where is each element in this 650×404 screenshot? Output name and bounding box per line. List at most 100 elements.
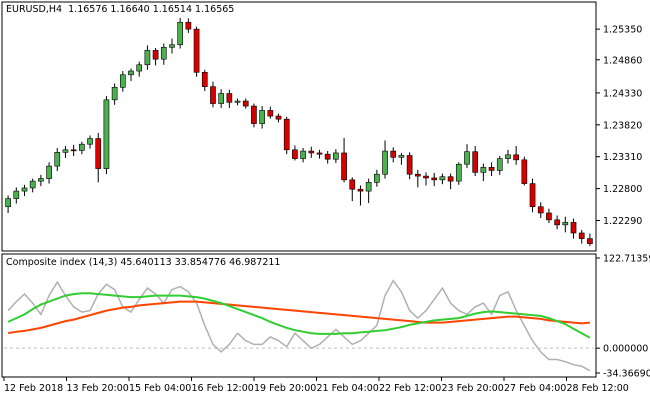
bear-candle xyxy=(431,177,438,181)
bull-candle xyxy=(29,180,36,189)
time-label: 21 Feb 04:00 xyxy=(317,383,379,394)
bear-candle xyxy=(513,154,519,161)
bear-candle xyxy=(267,110,274,117)
price-label: 1.24860 xyxy=(603,55,642,66)
axis-layer: 1.25350 1.24860 1.24330 1.23820 1.23310 1.228… xyxy=(3,25,650,394)
price-label: 1.25350 xyxy=(603,25,642,36)
bear-candle xyxy=(349,179,356,190)
bull-candle xyxy=(169,44,175,48)
bear-candle xyxy=(341,152,347,181)
bull-candle xyxy=(464,151,470,165)
bull-candle xyxy=(374,173,380,183)
bull-candle xyxy=(562,222,569,226)
bear-candle xyxy=(152,50,159,60)
ohlc-readout: 1.16576 1.16640 1.16514 1.16565 xyxy=(68,4,235,15)
indicator-level-label: -34.366905 xyxy=(603,369,650,380)
indicator-level-label: 122.713597 xyxy=(603,254,650,265)
price-label: 1.24330 xyxy=(603,88,642,99)
time-label: 12 Feb 2018 xyxy=(4,383,63,394)
indicator-panel-frame xyxy=(1,253,597,378)
symbol-header: EURUSD,H4 1.16576 1.16640 1.16514 1.1656… xyxy=(6,4,234,15)
bear-candle xyxy=(357,188,364,192)
bull-candle xyxy=(496,158,503,171)
time-label: 28 Feb 12:00 xyxy=(567,383,629,394)
bear-candle xyxy=(308,150,315,154)
bear-candle xyxy=(324,153,331,160)
bear-candle xyxy=(226,93,233,103)
bull-candle xyxy=(300,150,306,159)
bear-candle xyxy=(570,222,577,234)
bear-candle xyxy=(70,149,77,152)
bull-candle xyxy=(5,198,11,208)
bull-candle xyxy=(505,154,511,159)
bull-candle xyxy=(79,143,85,151)
bull-candle xyxy=(128,70,134,76)
bull-candle xyxy=(111,86,118,101)
bear-candle xyxy=(423,175,429,179)
bear-candle xyxy=(242,100,249,107)
bull-candle xyxy=(160,46,167,60)
bear-candle xyxy=(316,152,323,155)
bear-candle xyxy=(447,176,454,182)
time-label: 22 Feb 12:00 xyxy=(379,383,441,394)
bull-candle xyxy=(144,50,151,66)
price-label: 1.22290 xyxy=(603,216,642,227)
indicator-title: Composite index (14,3) 45.640113 33.8547… xyxy=(6,257,281,268)
bear-candle xyxy=(587,238,593,244)
bull-candle xyxy=(177,21,184,46)
indicator-level-label: 0.000000 xyxy=(603,344,648,355)
bull-candle xyxy=(21,187,28,192)
bull-candle xyxy=(382,150,388,175)
bull-candle xyxy=(365,182,372,192)
bull-candle xyxy=(439,176,446,181)
bull-candle xyxy=(218,93,224,104)
bull-candle xyxy=(87,138,93,145)
bear-candle xyxy=(529,183,536,208)
time-label: 23 Feb 20:00 xyxy=(442,383,504,394)
bear-candle xyxy=(210,86,216,104)
bull-candle xyxy=(13,190,20,199)
bear-candle xyxy=(488,167,495,171)
bear-candle xyxy=(251,105,257,124)
bull-candle xyxy=(455,163,462,182)
bull-candle xyxy=(103,99,110,169)
bull-candle xyxy=(62,149,69,153)
bear-candle xyxy=(292,149,298,159)
bull-candle xyxy=(259,110,265,124)
indicator-line-orange xyxy=(7,300,590,335)
time-label: 27 Feb 04:00 xyxy=(504,383,566,394)
bull-candle xyxy=(136,64,143,72)
bear-candle xyxy=(472,151,479,173)
bull-candle xyxy=(333,152,339,160)
bull-candle xyxy=(119,74,126,88)
bull-candle xyxy=(480,167,487,173)
bear-candle xyxy=(95,138,102,169)
bear-candle xyxy=(578,232,585,239)
candles-layer xyxy=(5,17,593,247)
indicator-layer xyxy=(4,279,594,372)
bull-candle xyxy=(46,165,52,179)
bull-candle xyxy=(234,100,241,103)
bear-candle xyxy=(193,28,200,73)
price-label: 1.23820 xyxy=(603,120,642,131)
bear-candle xyxy=(390,150,397,158)
symbol-timeframe: EURUSD,H4 xyxy=(6,4,63,15)
bear-candle xyxy=(546,212,552,221)
bear-candle xyxy=(414,173,421,177)
price-label: 1.23310 xyxy=(603,152,642,163)
time-label: 13 Feb 20:00 xyxy=(67,383,129,394)
time-label: 16 Feb 12:00 xyxy=(192,383,254,394)
bear-candle xyxy=(201,71,208,87)
bear-candle xyxy=(275,115,282,120)
price-label: 1.22800 xyxy=(603,184,642,195)
bear-candle xyxy=(283,118,290,151)
time-label: 19 Feb 20:00 xyxy=(254,383,316,394)
bear-candle xyxy=(521,159,528,184)
bear-candle xyxy=(185,21,192,30)
time-label: 15 Feb 04:00 xyxy=(129,383,191,394)
indicator-line-green xyxy=(7,292,591,339)
bull-candle xyxy=(398,155,405,158)
bear-candle xyxy=(406,155,413,175)
